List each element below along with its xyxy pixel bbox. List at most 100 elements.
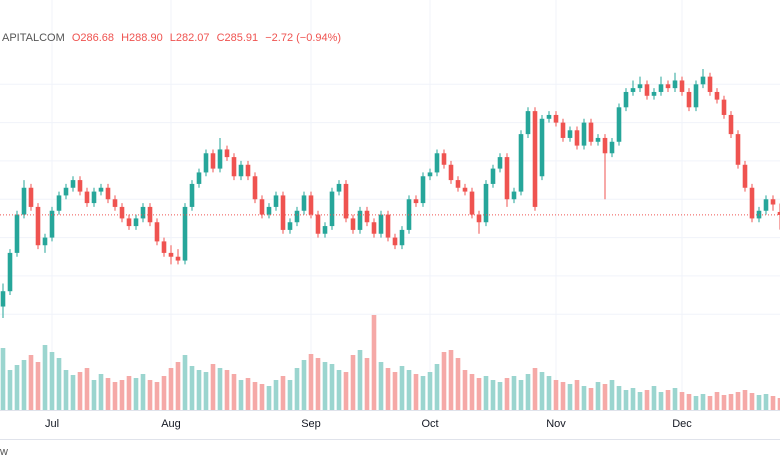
candle-body: [294, 210, 300, 223]
candle-body: [0, 291, 6, 307]
volume-bar: [399, 366, 405, 410]
volume-bar: [140, 374, 146, 410]
volume-bar: [154, 382, 160, 410]
volume-bar: [371, 315, 377, 410]
volume-bar: [105, 378, 111, 410]
candle-body: [182, 206, 188, 261]
volume-bar: [133, 378, 139, 410]
volume-bar: [448, 350, 454, 410]
volume-bar: [301, 360, 307, 410]
candle-body: [455, 180, 461, 188]
candle-body: [602, 137, 608, 154]
candle-body: [567, 130, 573, 138]
candle-body: [371, 222, 377, 234]
volume-bar: [700, 394, 706, 410]
volume-bar: [693, 396, 699, 410]
volume-bar: [378, 362, 384, 410]
volume-bar: [574, 380, 580, 410]
volume-bar: [357, 350, 363, 410]
volume-bar: [175, 362, 181, 410]
footer: w: [0, 446, 8, 458]
volume-bar: [42, 345, 48, 410]
volume-bar: [728, 394, 734, 410]
volume-bar: [679, 392, 685, 410]
candle-body: [735, 134, 741, 165]
candle-body: [322, 226, 328, 234]
volume-bar: [280, 376, 286, 410]
candle-body: [378, 214, 384, 234]
volume-bar: [609, 380, 615, 410]
candle-body: [420, 176, 426, 204]
volume-bar: [721, 395, 727, 410]
candle-body: [553, 114, 559, 123]
candle-body: [231, 157, 237, 177]
volume-bar: [756, 395, 762, 410]
volume-bar: [217, 368, 223, 410]
volume-bar: [203, 372, 209, 410]
candle-body: [91, 191, 97, 204]
volume-bar: [497, 382, 503, 410]
ohlc: H288.90: [121, 32, 163, 44]
volume-bar: [427, 372, 433, 410]
x-tick-label: Jul: [45, 418, 59, 430]
volume-bar: [63, 370, 69, 410]
ohlc: C285.91: [216, 32, 259, 44]
candle-body: [308, 195, 314, 215]
candle-body: [413, 199, 419, 204]
volume-bar: [147, 380, 153, 410]
candle-body: [441, 153, 447, 165]
candle-body: [189, 183, 195, 207]
volume-bar: [504, 378, 510, 410]
candle-body: [728, 114, 734, 135]
volume-bar: [770, 396, 776, 410]
candle-body: [504, 157, 510, 200]
candle-body: [434, 153, 440, 173]
candle-body: [203, 153, 209, 173]
candle-body: [259, 199, 265, 215]
candle-body: [84, 191, 90, 204]
volume-bar: [7, 370, 13, 410]
symbol: APITALCOM: [2, 32, 65, 44]
candle-body: [7, 252, 13, 292]
candle-body: [532, 111, 538, 207]
candle-body: [63, 187, 69, 196]
volume-bar: [546, 376, 552, 410]
volume-bar: [119, 380, 125, 410]
volume-bar: [91, 380, 97, 410]
x-tick-label: Nov: [546, 418, 566, 430]
volume-bar: [539, 372, 545, 410]
candle-body: [364, 210, 370, 223]
chart: Jul Aug Sep Oct Nov Dec: [0, 0, 780, 440]
volume-bar: [329, 364, 335, 410]
candle-body: [770, 199, 776, 205]
volume-bar: [616, 386, 622, 410]
candle-body: [483, 183, 489, 223]
candle-body: [336, 183, 342, 192]
volume-bar: [602, 384, 608, 410]
volume-bar: [672, 388, 678, 410]
volume-bar: [714, 392, 720, 410]
volume-bar: [210, 364, 216, 410]
candle-body: [126, 218, 132, 227]
volume-bar: [196, 370, 202, 410]
volume-bar: [413, 374, 419, 410]
volume-bar: [623, 390, 629, 410]
volume-bar: [308, 354, 314, 410]
candle-body: [98, 187, 104, 192]
volume-bar: [595, 382, 601, 410]
candle-body: [560, 122, 566, 138]
candle-body: [140, 206, 146, 219]
volume-bar: [182, 355, 188, 410]
candle-body: [77, 180, 83, 192]
candle-body: [350, 218, 356, 230]
volume-bar: [434, 364, 440, 410]
candle-body: [385, 214, 391, 238]
candle-body: [518, 134, 524, 192]
volume-bar: [567, 384, 573, 410]
volume-bar: [532, 368, 538, 410]
candle-body: [161, 241, 167, 253]
volume-bar: [322, 362, 328, 410]
volume-bar: [476, 378, 482, 410]
candle-body: [175, 256, 181, 261]
volume-bar: [364, 358, 370, 410]
